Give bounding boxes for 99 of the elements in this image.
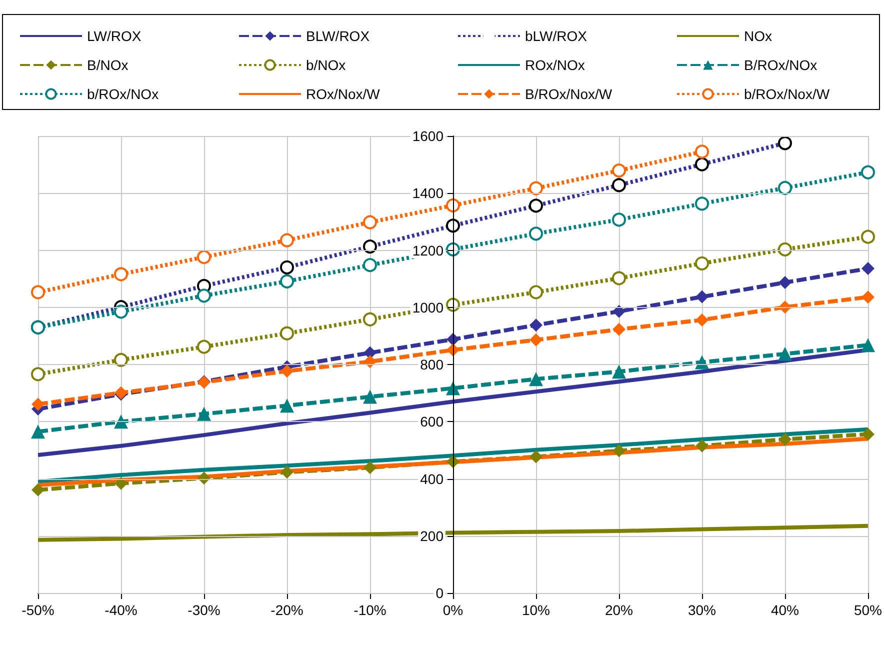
point	[778, 136, 792, 150]
point	[197, 288, 211, 303]
point	[31, 367, 45, 382]
point	[363, 258, 377, 272]
y-tick-label: 600	[420, 414, 444, 430]
x-tick-label: -30%	[188, 602, 220, 618]
point	[197, 406, 211, 421]
point	[861, 230, 875, 244]
point	[861, 428, 874, 441]
point	[612, 444, 626, 458]
legend-label: NOx	[744, 28, 772, 44]
point	[529, 226, 543, 241]
point	[612, 322, 626, 336]
legend-label: BLW/ROX	[306, 28, 370, 44]
point	[528, 372, 543, 386]
y-tick-label: 800	[420, 356, 444, 372]
point	[612, 212, 626, 227]
point	[778, 432, 792, 446]
point	[612, 364, 626, 379]
y-tick-label: 400	[420, 470, 444, 487]
point	[529, 285, 543, 300]
legend-label: ROx/NOx	[525, 57, 585, 73]
point	[695, 157, 709, 172]
x-tick-label: -10%	[354, 602, 386, 618]
point	[280, 233, 294, 248]
point	[362, 390, 377, 404]
point	[612, 304, 626, 318]
point	[280, 260, 294, 274]
point	[280, 274, 294, 288]
point	[529, 198, 543, 213]
point	[695, 256, 709, 270]
point	[695, 196, 709, 211]
point	[114, 267, 128, 282]
legend-label: B/ROx/Nox/W	[525, 86, 613, 102]
legend-label: bLW/ROX	[525, 28, 588, 44]
point	[529, 450, 542, 464]
point	[778, 242, 792, 256]
point	[529, 333, 542, 346]
point	[363, 240, 377, 254]
point	[529, 318, 542, 332]
point	[861, 262, 874, 276]
legend-label: B/ROx/NOx	[744, 57, 818, 73]
x-tick-label: -20%	[270, 602, 304, 618]
point	[446, 218, 460, 233]
point	[778, 276, 792, 290]
point	[695, 290, 708, 304]
point	[363, 355, 376, 368]
point	[860, 338, 875, 352]
point	[694, 355, 709, 370]
point	[695, 439, 708, 452]
point	[778, 180, 792, 195]
point	[363, 461, 376, 474]
y-tick-label: 0	[436, 585, 444, 601]
point	[612, 271, 626, 286]
y-tick-label: 1400	[412, 185, 444, 202]
legend-label: b/ROx/Nox/W	[744, 86, 830, 102]
x-tick-label: 0%	[442, 602, 464, 618]
line-series	[36, 524, 870, 542]
point	[114, 476, 128, 490]
point	[114, 352, 128, 367]
point	[280, 364, 294, 378]
x-tick-label: -40%	[104, 602, 138, 618]
legend-label: b/ROx/NOx	[87, 86, 159, 102]
point	[280, 466, 294, 479]
x-tick-label: 50%	[854, 602, 882, 618]
legend-label: b/NOx	[306, 57, 346, 73]
point	[695, 144, 709, 159]
point	[31, 424, 45, 439]
point	[612, 178, 626, 192]
point	[861, 290, 874, 304]
point	[114, 304, 128, 319]
x-tick-label: -50%	[22, 602, 54, 618]
point	[446, 198, 460, 212]
point	[861, 165, 875, 180]
y-tick-label: 1600	[412, 128, 444, 144]
point	[612, 164, 626, 178]
point	[695, 313, 708, 326]
point	[778, 346, 792, 361]
legend-label: ROx/Nox/W	[306, 86, 381, 102]
point	[114, 414, 128, 429]
point	[363, 215, 377, 230]
y-tick-label: 1000	[412, 299, 444, 316]
point	[363, 312, 377, 326]
legend-label: B/NOx	[87, 57, 128, 73]
point	[280, 398, 294, 413]
x-tick-label: 30%	[688, 602, 716, 618]
point	[197, 340, 211, 354]
y-tick-label: 1200	[412, 242, 444, 258]
point	[197, 250, 211, 264]
x-tick-label: 40%	[770, 602, 800, 618]
point	[32, 398, 44, 411]
y-tick-label: 200	[420, 528, 444, 544]
x-tick-label: 10%	[522, 602, 550, 618]
x-tick-label: 20%	[604, 602, 634, 618]
legend-label: LW/ROX	[87, 28, 142, 44]
point	[32, 483, 44, 496]
point	[280, 326, 294, 340]
point	[529, 181, 543, 196]
point	[31, 285, 45, 300]
